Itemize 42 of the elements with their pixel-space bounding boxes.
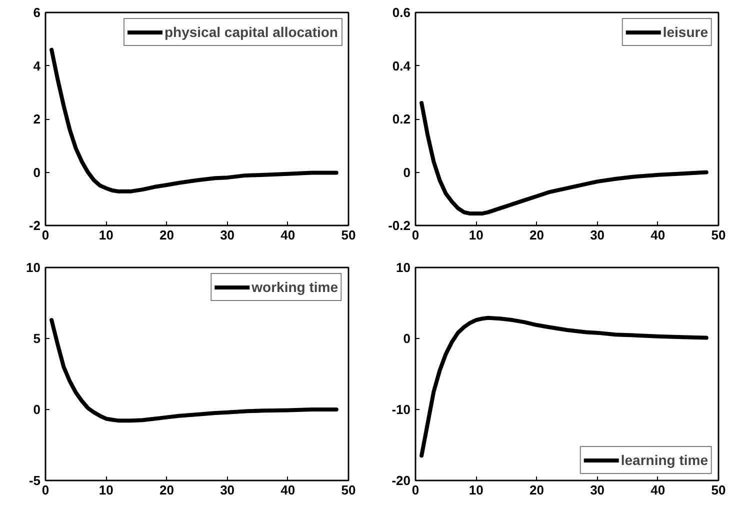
x-tick-label: 40 <box>650 228 666 242</box>
y-tick-label: 0 <box>403 331 411 346</box>
y-tick-label: 0.6 <box>392 5 411 20</box>
y-tick-label: 0 <box>33 164 41 180</box>
y-tick-label: 10 <box>26 260 41 275</box>
x-tick-label: 10 <box>468 228 484 242</box>
y-tick-label: -20 <box>392 473 411 488</box>
x-tick-label: 40 <box>280 482 296 498</box>
legend-label: leisure <box>662 24 708 40</box>
legend-label: physical capital allocation <box>164 24 338 40</box>
legend-label: learning time <box>620 452 708 468</box>
x-tick-label: 20 <box>529 482 544 498</box>
y-tick-label: 2 <box>33 112 41 126</box>
x-tick-label: 20 <box>529 228 544 242</box>
x-tick-label: 30 <box>220 228 235 242</box>
y-tick-label: 6 <box>33 5 41 20</box>
x-tick-label: 30 <box>590 228 605 242</box>
x-tick-label: 50 <box>711 482 726 498</box>
y-tick-label: 5 <box>33 331 41 346</box>
x-tick-label: 20 <box>159 482 174 498</box>
y-tick-label: -2 <box>28 218 41 233</box>
y-tick-label: 4 <box>33 58 42 74</box>
x-tick-label: 50 <box>711 228 726 242</box>
x-tick-label: 40 <box>650 482 666 498</box>
x-tick-label: 40 <box>280 228 296 242</box>
x-tick-label: 50 <box>341 228 356 242</box>
y-tick-label: -5 <box>28 473 41 488</box>
y-tick-label: 10 <box>396 260 411 275</box>
y-tick-label: 0.2 <box>392 112 411 126</box>
x-tick-label: 10 <box>98 482 114 498</box>
y-tick-label: 0 <box>403 164 411 180</box>
x-tick-label: 30 <box>220 482 235 498</box>
x-tick-label: 30 <box>590 482 605 498</box>
y-tick-label: 0.4 <box>392 58 412 74</box>
x-tick-label: 10 <box>468 482 484 498</box>
y-tick-label: -10 <box>392 402 411 417</box>
y-tick-label: -0.2 <box>388 218 411 233</box>
x-tick-label: 20 <box>159 228 174 242</box>
y-tick-label: 0 <box>33 402 41 417</box>
legend-label: working time <box>252 279 338 295</box>
x-tick-label: 50 <box>341 482 356 498</box>
x-tick-label: 10 <box>98 228 114 242</box>
